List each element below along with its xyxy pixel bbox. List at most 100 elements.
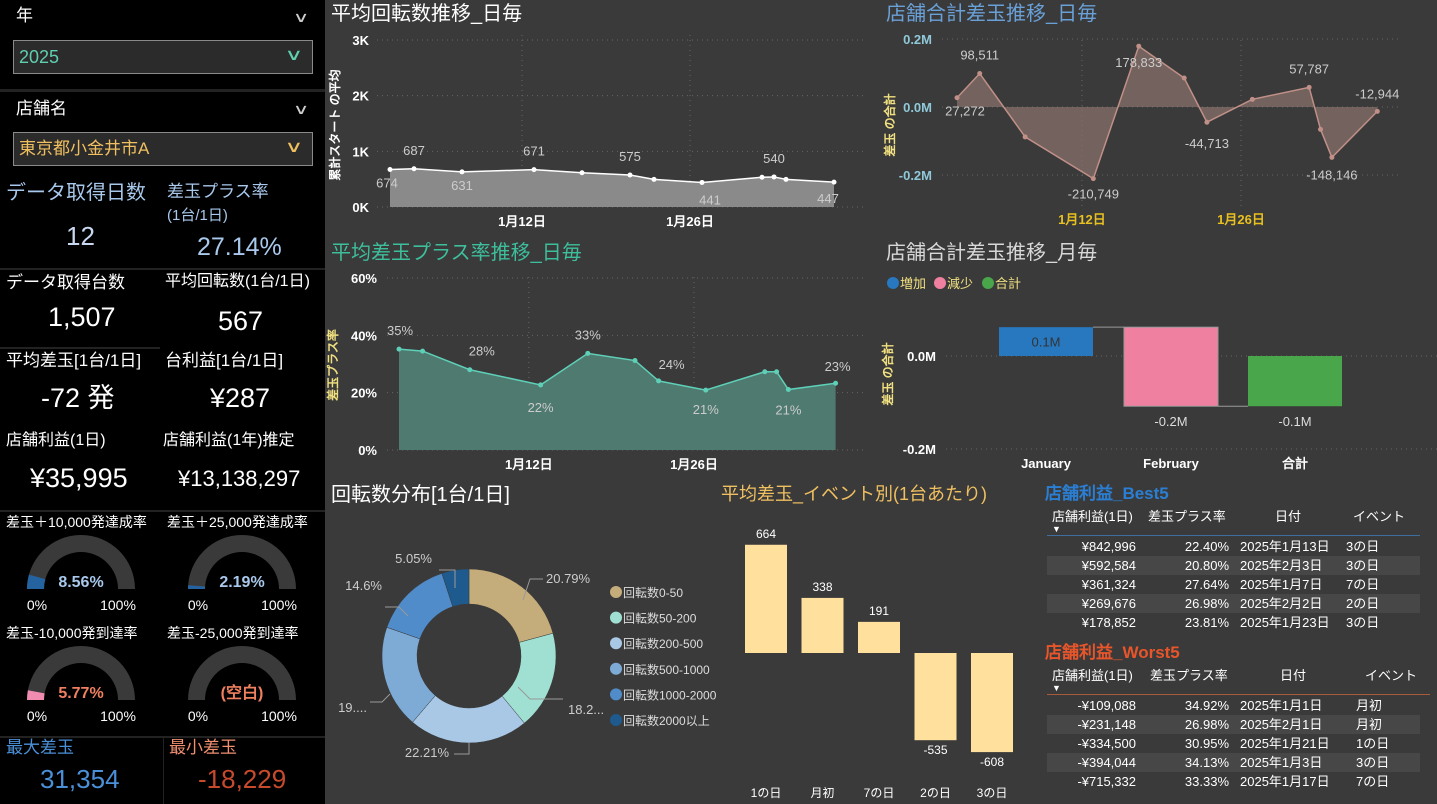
x-tick-label: 1月12日 <box>498 214 546 229</box>
column-header[interactable]: 差玉プラス率 <box>1148 509 1226 524</box>
gauge: 2.19% 0% 100% <box>188 534 297 613</box>
event-bar <box>914 653 957 741</box>
gauge-min-label: 0% <box>27 708 47 724</box>
x-tick-label: 1月12日 <box>505 457 553 472</box>
year-dropdown[interactable]: 2025 ∨ <box>13 40 313 74</box>
column-header[interactable]: 店舗利益(1日) <box>1052 509 1133 524</box>
donut-slice <box>468 568 554 643</box>
event-bar <box>971 653 1013 753</box>
gauge-track <box>27 534 135 589</box>
table-row: -¥109,088 34.92% 2025年1月1日 月初 <box>1047 696 1420 715</box>
data-label: 5.05% <box>395 551 432 566</box>
table-row: ¥592,584 20.80% 2025年2月3日 3の日 <box>1047 556 1420 575</box>
data-point <box>420 348 426 354</box>
data-point <box>1306 84 1312 90</box>
legend-marker <box>610 714 622 726</box>
data-label: 14.6% <box>345 578 382 593</box>
legend-label: 回転数500-1000 <box>623 662 710 677</box>
table-title: 店舗利益_Worst5 <box>1045 643 1180 662</box>
table-cell: 34.13% <box>1184 755 1229 770</box>
table-cell: 月初 <box>1356 717 1383 732</box>
chart-title-plus-rate: 平均差玉プラス率推移_日毎 <box>331 242 582 264</box>
data-label: -0.2M <box>1154 414 1187 429</box>
data-point <box>656 378 662 384</box>
table-row: -¥715,332 33.33% 2025年1月17日 7の日 <box>1047 772 1420 791</box>
leader-line <box>370 693 391 703</box>
column-header[interactable]: イベント <box>1353 509 1406 524</box>
table-cell: 2025年1月21日 <box>1240 736 1330 751</box>
event-bar <box>858 621 900 653</box>
table-cell: 2025年1月1日 <box>1240 698 1323 713</box>
column-header[interactable]: 日付 <box>1280 668 1307 683</box>
table-cell: -¥334,500 <box>1077 736 1136 751</box>
chevron-down-icon: ∨ <box>284 139 304 156</box>
data-label: 338 <box>812 580 832 594</box>
sort-descending-icon[interactable]: ▼ <box>1052 524 1061 534</box>
data-point <box>762 369 768 375</box>
table-cell: 月初 <box>1356 698 1383 713</box>
column-header[interactable]: 店舗利益(1日) <box>1052 668 1133 683</box>
data-point <box>627 172 633 178</box>
data-point <box>632 358 638 364</box>
kpi-days-value: 12 <box>66 221 95 251</box>
store-dropdown[interactable]: 東京都小金井市A ∨ <box>13 132 313 166</box>
legend-marker <box>887 277 899 289</box>
header-underline <box>1047 694 1430 695</box>
data-label: 98,511 <box>960 48 999 63</box>
y-tick-label: 20% <box>351 386 377 401</box>
data-point <box>699 179 705 185</box>
chart-title-diff-daily: 店舗合計差玉推移_日毎 <box>886 3 1098 25</box>
column-header[interactable]: イベント <box>1365 668 1418 683</box>
data-label: 21% <box>693 402 719 417</box>
y-tick-label: 1K <box>352 144 369 159</box>
gauge-title: 差玉＋25,000発達成率 <box>167 514 308 530</box>
y-axis-title: 累計スタート の平均 <box>327 69 342 180</box>
year-filter-collapse-icon[interactable]: ∨ <box>292 9 310 25</box>
table-cell: 2025年1月7日 <box>1240 577 1323 592</box>
gauge-max-label: 100% <box>261 708 297 724</box>
area-fill <box>957 46 1378 179</box>
sort-descending-icon[interactable]: ▼ <box>1052 683 1061 693</box>
table-row: ¥269,676 26.98% 2025年2月2日 2の日 <box>1047 594 1420 613</box>
y-tick-label: 0.2M <box>903 32 932 47</box>
legend-marker <box>610 586 622 598</box>
chart-title-event: 平均差玉_イベント別(1台あたり) <box>721 484 988 504</box>
data-label: 540 <box>763 151 785 166</box>
gauge: 8.56% 0% 100% <box>27 534 136 613</box>
kpi-store-profit-year-label: 店舗利益(1年)推定 <box>163 432 295 449</box>
table-cell: 7の日 <box>1356 774 1390 789</box>
legend-marker <box>610 662 622 675</box>
data-label: 33% <box>575 327 601 342</box>
table-cell: -¥715,332 <box>1077 774 1136 789</box>
gauge-max-label: 100% <box>100 597 136 613</box>
leader-line <box>522 578 543 601</box>
table-cell: 22.40% <box>1184 539 1229 554</box>
table-cell: 26.98% <box>1184 717 1229 732</box>
store-filter-collapse-icon[interactable]: ∨ <box>292 101 310 117</box>
year-filter-label: 年 <box>16 6 33 25</box>
kpi-avg-diff-value: -72 発 <box>41 383 115 413</box>
data-label: 631 <box>451 178 473 193</box>
gauge-value: 2.19% <box>219 574 264 591</box>
leader-line <box>454 743 470 755</box>
data-point <box>1090 176 1096 182</box>
column-header[interactable]: 差玉プラス率 <box>1150 668 1228 683</box>
event-bar-chart: 664 1の日 338 月初 191 7の日 -535 2の日 -608 3の日 <box>745 527 1013 800</box>
x-tick-label: 1月26日 <box>666 214 714 229</box>
table-cell: 2025年1月23日 <box>1240 615 1330 630</box>
kpi-avg-spins-label: 平均回転数(1台/1日) <box>165 273 310 290</box>
kpi-min-diff-value: -18,229 <box>198 764 287 794</box>
legend-label: 回転数200-500 <box>623 636 703 651</box>
table-cell: 33.33% <box>1184 774 1229 789</box>
gauge-value: (空白) <box>221 683 264 702</box>
gauge-track <box>188 534 296 589</box>
chevron-down-icon: ∨ <box>284 47 304 64</box>
y-tick-label: 0% <box>358 443 377 458</box>
table-row: -¥334,500 30.95% 2025年1月21日 1の日 <box>1047 734 1420 753</box>
column-header[interactable]: 日付 <box>1275 509 1302 524</box>
data-point <box>771 174 777 180</box>
leader-line <box>385 606 409 617</box>
plus-rate-area-chart: 0% 20% 40% 60% 1月12日 1月26日 35% 28% 22% 33% 24% 21% 2… <box>325 271 865 472</box>
kpi-avg-spins-value: 567 <box>218 306 264 336</box>
spins-area-chart: 0K 1K 2K 3K 1月12日 1月26日 674 687 631 671 575 441 540 4… <box>327 33 865 229</box>
